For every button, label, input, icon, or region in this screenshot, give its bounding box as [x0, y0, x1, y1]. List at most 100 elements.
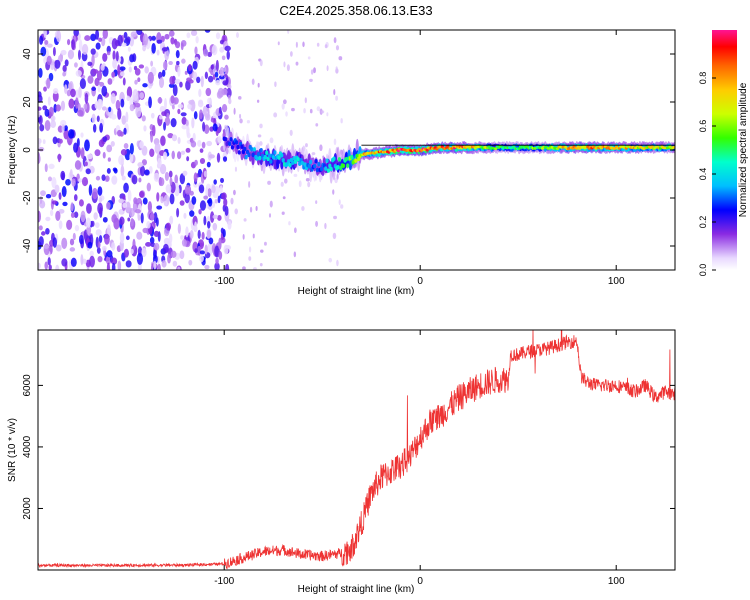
noise-speckle [73, 211, 79, 218]
sparse-speckle [332, 232, 337, 240]
noise-speckle [221, 192, 227, 200]
noise-speckle [168, 170, 173, 178]
noise-speckle [194, 159, 198, 166]
noise-speckle [48, 72, 54, 82]
sparse-speckle [246, 120, 250, 124]
noise-speckle [42, 105, 48, 111]
noise-speckle [120, 71, 125, 77]
ridge-cell [237, 150, 241, 155]
noise-speckle [176, 207, 180, 218]
noise-speckle [44, 108, 50, 117]
noise-speckle [214, 199, 218, 204]
noise-speckle [164, 98, 167, 110]
ridge-cell [315, 167, 320, 173]
ridge-cell [271, 155, 276, 160]
noise-speckle [129, 54, 135, 63]
sparse-speckle [340, 118, 343, 124]
noise-speckle [218, 106, 222, 115]
noise-speckle [121, 42, 127, 47]
noise-speckle [48, 163, 55, 169]
ridge-cell [325, 158, 329, 164]
ridge-cell [250, 147, 254, 152]
noise-speckle [171, 150, 175, 160]
noise-speckle [119, 216, 125, 226]
noise-speckle [161, 47, 168, 52]
sparse-speckle [334, 177, 338, 184]
noise-speckle [162, 243, 169, 253]
noise-speckle [139, 92, 145, 99]
x-tick-label: 100 [608, 276, 625, 287]
spectrogram-x-label: Height of straight line (km) [298, 286, 415, 297]
noise-speckle [97, 241, 101, 249]
noise-speckle [86, 203, 92, 214]
ridge-cell [296, 157, 300, 162]
noise-speckle [221, 55, 226, 61]
noise-speckle [47, 257, 51, 266]
noise-speckle [44, 40, 49, 45]
ridge-cell [236, 144, 240, 150]
ridge-cell [269, 159, 273, 164]
ridge-cell [291, 160, 295, 166]
noise-speckle [184, 192, 190, 204]
noise-speckle [83, 103, 88, 110]
chart-title: C2E4.2025.358.06.13.E33 [279, 3, 432, 18]
noise-speckle [122, 77, 126, 86]
noise-speckle [44, 120, 51, 131]
noise-speckle [207, 75, 214, 83]
noise-speckle [43, 30, 47, 39]
ridge-cell [387, 150, 391, 154]
noise-speckle [101, 174, 106, 181]
noise-speckle [98, 197, 103, 203]
y-tick-label: -20 [22, 190, 33, 205]
noise-speckle [160, 196, 164, 204]
noise-speckle [164, 171, 169, 181]
noise-speckle [51, 176, 57, 189]
noise-speckle [120, 98, 125, 108]
noise-speckle [223, 198, 228, 207]
noise-speckle [110, 257, 118, 265]
noise-speckle [204, 30, 211, 33]
sparse-speckle [294, 227, 297, 234]
noise-speckle [156, 39, 163, 44]
noise-speckle [80, 132, 84, 138]
noise-speckle [185, 147, 191, 153]
ridge-cell [252, 147, 256, 152]
sparse-speckle [248, 181, 251, 188]
y-tick-label: 6000 [22, 374, 33, 397]
noise-speckle [129, 35, 135, 47]
ridge-cell [223, 136, 228, 142]
noise-speckle [180, 150, 186, 155]
noise-speckle [221, 104, 228, 113]
noise-speckle [66, 89, 71, 97]
noise-speckle [174, 41, 181, 49]
noise-speckle [198, 184, 205, 194]
noise-speckle [133, 197, 138, 204]
noise-speckle [70, 88, 76, 98]
ridge-cell [230, 145, 235, 150]
noise-speckle [203, 170, 208, 178]
noise-speckle [142, 227, 149, 234]
sparse-speckle [332, 189, 335, 195]
noise-speckle [210, 211, 215, 223]
noise-speckle [224, 45, 231, 52]
noise-speckle [169, 76, 175, 85]
noise-speckle [102, 216, 108, 223]
noise-speckle [169, 215, 174, 225]
noise-speckle [136, 252, 144, 265]
noise-speckle [149, 236, 155, 244]
noise-speckle [165, 184, 172, 194]
noise-speckle [130, 248, 134, 255]
noise-speckle [140, 212, 144, 224]
ridge-cell [258, 155, 262, 161]
noise-speckle [202, 105, 207, 116]
noise-speckle [78, 49, 81, 60]
ridge-cell [281, 158, 285, 163]
noise-speckle [101, 85, 108, 97]
sparse-speckle [277, 41, 280, 46]
noise-speckle [150, 131, 154, 143]
noise-speckle [219, 185, 223, 195]
sparse-speckle [249, 206, 253, 213]
noise-speckle [50, 120, 57, 129]
noise-speckle [52, 237, 58, 248]
noise-speckle [163, 200, 168, 207]
